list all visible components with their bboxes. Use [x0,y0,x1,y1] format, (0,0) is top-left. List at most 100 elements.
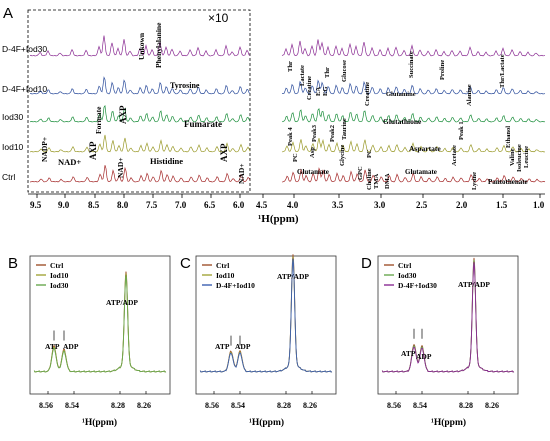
annot-eg: EG [322,87,329,96]
legend-label: Iod10 [50,271,69,280]
annot-pc-2: PC [366,149,373,158]
annot-phenylalanine: Phenylalanine [154,22,163,68]
tick-label: 4.0 [287,200,299,210]
annot-thr: Thr [287,61,294,72]
inset-trace [381,262,515,373]
tick-label: 6.0 [233,200,245,210]
tick-label: 8.28 [111,401,125,410]
annot-unknown: Unkown [137,32,146,60]
row-label-d4f-iod10: D-4F+Iod10 [2,84,47,94]
annot-lysine: Lysine [471,172,478,190]
legend-label: Ctrl [216,261,229,270]
tick-label: 6.5 [204,200,216,210]
annot-gpc: GPC [357,166,364,180]
annot-peak2: Peak2 [329,125,336,142]
panel-a-ticks: 9.5 9.0 8.5 8.0 7.5 7.0 6.5 6.0 4.5 4.0 3.5 3.0 2.5 2… [30,194,545,210]
annot-thr-lactate: Thr/Lactate [499,54,506,88]
annot-axp-left: AXP [88,141,98,160]
panel-b-atp-label: ATP [45,342,60,351]
spectrum-trace [29,104,251,123]
panel-c-atpadp-label: ATP/ADP [277,272,309,281]
panel-d-adp-label: ADP [416,352,432,361]
panel-a-xlabel: ¹H(ppm) [258,213,299,225]
panel-b-frame [29,255,171,395]
annot-succinate: Succinate [408,51,415,78]
annot-formate: Formate [94,106,103,134]
panel-b-adp-label: ADP [63,342,79,351]
panel-d-atpadp-label: ATP/ADP [458,280,490,289]
spectrum-trace [29,165,251,183]
tick-label: 8.56 [205,401,219,410]
tick-label: 1.0 [533,200,545,210]
panel-d-xlabel: ¹H(ppm) [431,417,466,428]
tick-label: 8.28 [459,401,473,410]
tick-label: 8.5 [88,200,100,210]
legend-label: Iod30 [398,271,417,280]
legend-label: Iod10 [216,271,235,280]
annot-acetate: Acetate [451,145,458,166]
row-label-iod30: Iod30 [2,112,24,122]
annot-fumarate: Fumarate [184,119,222,129]
tick-label: 8.26 [303,401,317,410]
tick-label: 8.54 [231,401,245,410]
panel-c-atp-label: ATP [215,342,230,351]
panel-b-spectrum [33,271,167,373]
spectrum-trace [281,107,546,123]
spectrum-trace [281,167,546,183]
annot-glutathione: Glutathione [383,117,422,126]
panel-c-adp-label: ADP [235,342,251,351]
tick-label: 8.56 [39,401,53,410]
annot-peak3: Peak3 [311,124,318,142]
tick-label: 9.0 [58,200,70,210]
annot-ethanol: Ethanol [505,126,512,148]
spectrum-trace [29,134,251,153]
annot-taurine: Taurine [341,118,348,140]
stacked-spectra [29,35,546,183]
annot-tyrosine: Tyrosine [170,81,200,90]
tick-label: 2.5 [416,200,428,210]
annot-thr-2: Thr [324,67,331,78]
annot-asp: Asp [309,147,316,158]
annot-pantothenate: Pantothenate [488,178,528,186]
inset-trace [33,275,167,373]
row-label-d4f-iod30: D-4F+Iod30 [2,44,47,54]
annot-histidine: Histidine [150,156,183,166]
panel-c-frame [195,255,337,395]
annot-glucose: Glucose [341,60,348,82]
panel-d-atp-label: ATP [401,349,416,358]
panel-c-spectrum [199,254,333,373]
tick-label: 8.54 [65,401,79,410]
tick-label: 3.0 [374,200,386,210]
annot-isoleucine: Isoleucine [516,144,523,172]
panel-d-spectrum [381,257,515,373]
row-label-ctrl: Ctrl [2,172,15,182]
annot-nad-right: NAD+ [237,163,246,184]
annot-leucine: Leucine [523,146,530,168]
annot-ea: EA [315,87,322,96]
legend-label: Ctrl [398,261,411,270]
legend-label: D-4F+Iod10 [216,281,255,290]
annot-axp-top: AXP [118,105,128,124]
annot-creatine-2: Creatine [364,82,371,106]
panel-d-frame [377,255,519,395]
annot-tma: TMA [373,174,380,189]
spectrum-trace [281,138,546,153]
annot-axp-right: AXP [219,143,229,162]
inset-box [27,9,251,193]
annot-nadp: NADP+ [40,137,49,162]
panel-c-ticks: 8.56 8.54 8.28 8.26 [205,391,317,410]
annot-aspartate: Aspartate [409,144,441,153]
tick-label: 1.5 [496,200,508,210]
row-label-iod10: Iod10 [2,142,24,152]
spectrum-trace [29,76,251,95]
inset-trace [199,258,333,373]
tick-label: 3.5 [332,200,344,210]
panel-b-ticks: 8.56 8.54 8.28 8.26 [39,391,151,410]
tick-label: 8.28 [277,401,291,410]
tick-label: 8.0 [117,200,129,210]
legend-label: Iod30 [50,281,69,290]
